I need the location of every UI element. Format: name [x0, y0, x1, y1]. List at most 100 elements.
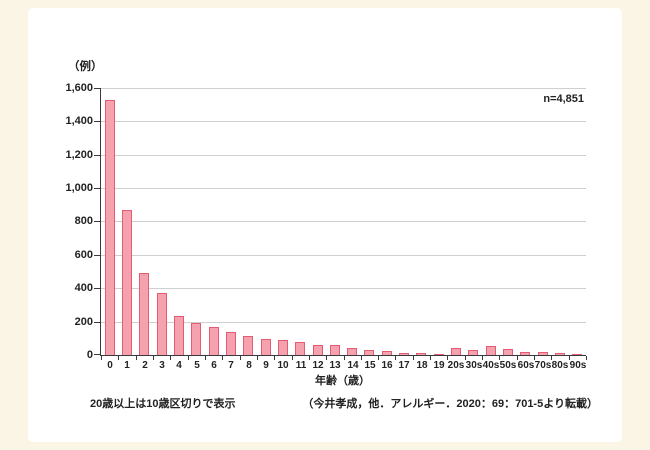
- bar-age-4: [174, 316, 184, 355]
- y-axis-tick-label: 400: [74, 282, 93, 294]
- x-axis-tick-label: 4: [176, 360, 182, 371]
- y-axis-unit-label: （例）: [68, 61, 103, 73]
- bar-age-6: [209, 327, 219, 355]
- plot-area: n=4,851 0 200 400 600 800 1,000 1,200 1,400 1,60…: [65, 82, 587, 371]
- x-axis-tick-label: 14: [347, 360, 359, 371]
- gridline: [101, 155, 586, 156]
- x-axis-tick: [169, 356, 171, 360]
- sample-size-label: n=4,851: [543, 93, 584, 105]
- bar-age-90s: [572, 354, 582, 355]
- bar-age-3: [157, 293, 167, 355]
- x-axis-tick: [446, 356, 448, 360]
- bar-age-13: [330, 345, 340, 355]
- x-axis-tick-label: 9: [263, 360, 269, 371]
- bar-age-0: [105, 100, 115, 355]
- y-axis-tick: [94, 187, 100, 189]
- x-axis-tick: [273, 356, 275, 360]
- x-axis-tick-label: 11: [295, 360, 307, 371]
- x-axis-tick: [308, 356, 310, 360]
- bar-age-19: [434, 354, 444, 355]
- bar-age-50s: [503, 349, 513, 355]
- y-axis-tick: [94, 120, 100, 122]
- bar-age-8: [243, 336, 253, 355]
- x-axis-tick-label: 12: [312, 360, 324, 371]
- x-axis-tick: [481, 356, 483, 360]
- x-axis-tick: [568, 356, 570, 360]
- x-axis-tick-label: 10: [277, 360, 289, 371]
- x-axis-tick-label: 13: [329, 360, 341, 371]
- y-axis-tick: [94, 353, 100, 355]
- x-axis-tick-label: 80s: [551, 360, 569, 371]
- bar-age-7: [226, 332, 236, 355]
- bar-age-30s: [468, 350, 478, 355]
- x-axis-tick: [100, 356, 102, 360]
- x-axis-tick: [498, 356, 500, 360]
- x-axis-tick-label: 20s: [447, 360, 465, 371]
- x-axis-tick-label: 19: [433, 360, 445, 371]
- bar-age-18: [416, 353, 426, 355]
- bar-age-14: [347, 348, 357, 355]
- bar-age-15: [364, 350, 374, 355]
- x-axis-tick-label: 17: [398, 360, 410, 371]
- y-axis-tick-label: 1,200: [65, 149, 93, 161]
- bar-age-16: [382, 351, 392, 355]
- bar-age-9: [261, 339, 271, 355]
- x-axis-tick: [256, 356, 258, 360]
- x-axis-tick: [239, 356, 241, 360]
- x-axis-tick-label: 0: [107, 360, 113, 371]
- x-axis-tick-label: 90s: [569, 360, 587, 371]
- gridline: [101, 255, 586, 256]
- y-axis-tick-label: 1,000: [65, 182, 93, 194]
- y-axis-tick-label: 1,400: [65, 115, 93, 127]
- x-axis-tick: [360, 356, 362, 360]
- y-axis-tick: [94, 321, 100, 323]
- bar-age-1: [122, 210, 132, 355]
- y-axis-tick: [94, 87, 100, 89]
- bar-age-60s: [520, 352, 530, 355]
- x-axis-tick: [343, 356, 345, 360]
- x-axis-tick-label: 18: [416, 360, 428, 371]
- x-axis-tick-label: 3: [159, 360, 165, 371]
- x-axis-tick: [152, 356, 154, 360]
- bar-age-40s: [486, 346, 496, 355]
- x-axis-tick-label: 8: [246, 360, 252, 371]
- y-axis-tick: [94, 254, 100, 256]
- x-axis-tick-label: 1: [124, 360, 130, 371]
- x-axis-tick-label: 7: [228, 360, 234, 371]
- x-axis-tick-label: 6: [211, 360, 217, 371]
- x-axis-tick: [221, 356, 223, 360]
- gridline: [101, 88, 586, 89]
- gridline: [101, 188, 586, 189]
- y-axis-tick-label: 600: [74, 249, 93, 261]
- bar-age-17: [399, 353, 409, 355]
- bar-age-11: [295, 342, 305, 355]
- x-axis-tick: [377, 356, 379, 360]
- x-axis-tick: [550, 356, 552, 360]
- y-axis-tick: [94, 154, 100, 156]
- bar-age-80s: [555, 353, 565, 355]
- y-axis-tick: [94, 287, 100, 289]
- x-axis-tick-label: 2: [142, 360, 148, 371]
- y-axis-tick-label: 200: [74, 316, 93, 328]
- gridline: [101, 288, 586, 289]
- x-axis-tick-label: 16: [381, 360, 393, 371]
- footnote: 20歳以上は10歳区切りで表示: [90, 398, 236, 410]
- x-axis-title: 年齢（歳）: [315, 375, 370, 387]
- x-axis-tick-label: 15: [364, 360, 376, 371]
- x-axis-tick: [464, 356, 466, 360]
- x-axis-tick: [117, 356, 119, 360]
- gridline: [101, 221, 586, 222]
- x-axis-tick: [516, 356, 518, 360]
- x-axis-tick: [533, 356, 535, 360]
- x-axis-tick-label: 30s: [465, 360, 483, 371]
- y-axis-tick-label: 800: [74, 215, 93, 227]
- y-axis-tick-label: 1,600: [65, 82, 93, 94]
- x-axis-tick-label: 70s: [534, 360, 552, 371]
- x-axis-tick: [429, 356, 431, 360]
- bar-age-20s: [451, 348, 461, 355]
- gridline: [101, 322, 586, 323]
- bar-age-70s: [538, 352, 548, 355]
- x-axis-tick: [135, 356, 137, 360]
- y-axis-tick: [94, 220, 100, 222]
